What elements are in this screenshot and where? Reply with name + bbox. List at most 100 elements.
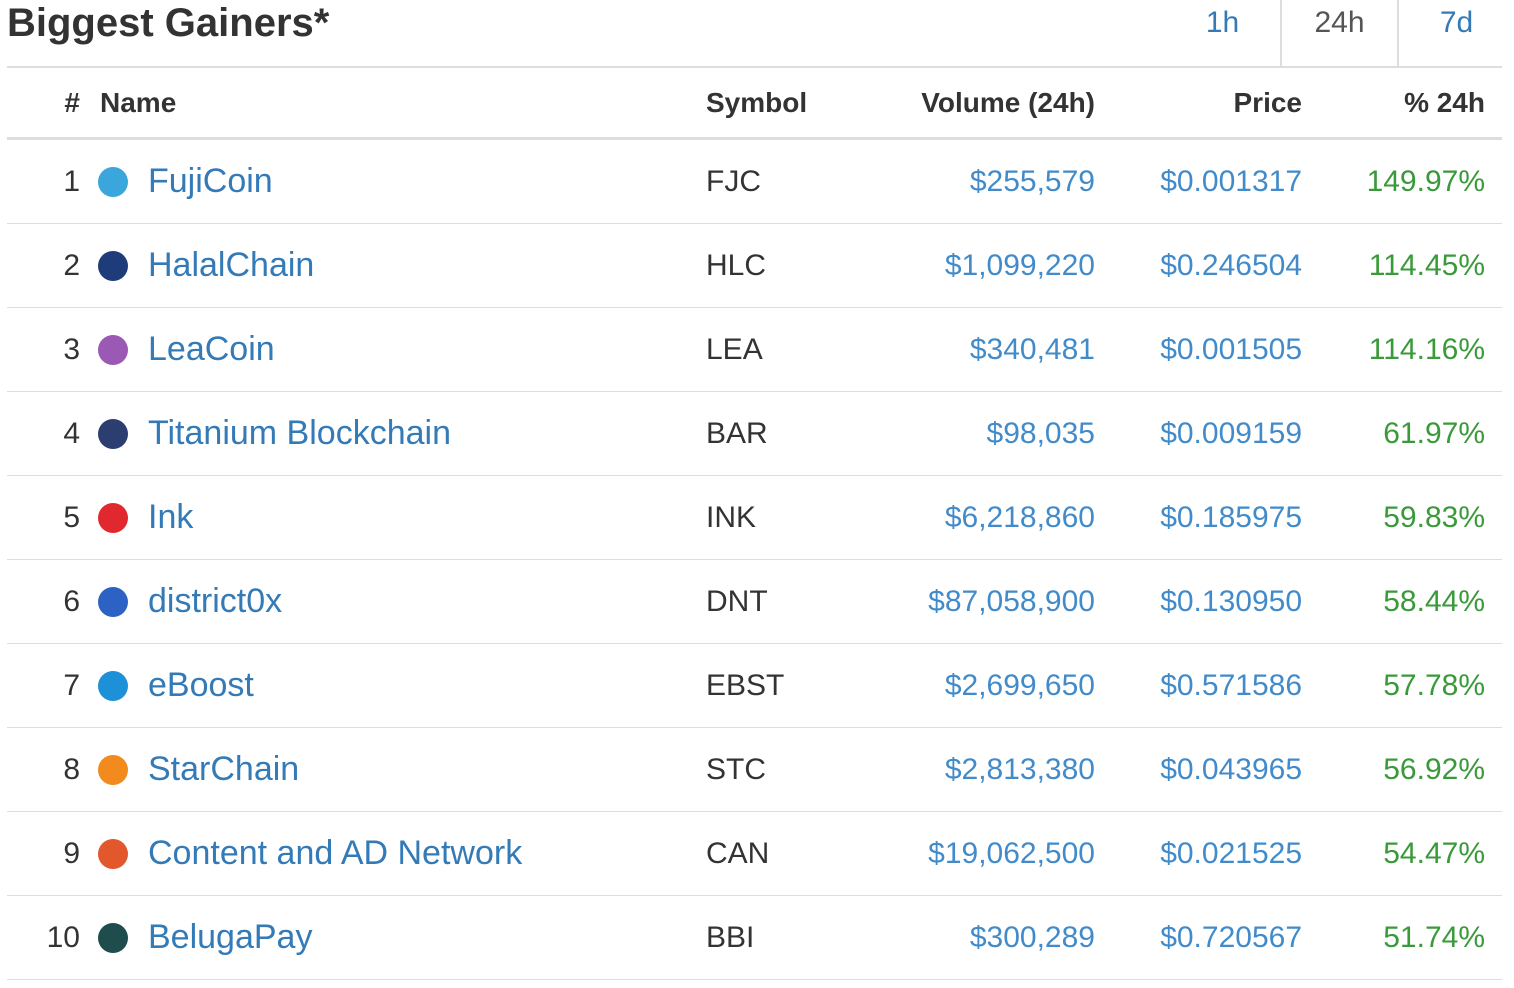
cell: $19,062,500 (870, 811, 1110, 896)
cell: $340,481 (870, 307, 1110, 392)
cell: 8 (7, 727, 94, 812)
tab[interactable]: 7d (1439, 6, 1474, 39)
coin-name[interactable]: FujiCoin (148, 162, 273, 200)
table-body: 1 FujiCoin FJC $255,579 $0.001317 149.97% 2 Hal… (7, 138, 1502, 980)
cell: 3 (7, 307, 94, 392)
cell: $300,289 (870, 895, 1110, 980)
coin-icon (98, 670, 128, 701)
column-header: % 24h (1317, 68, 1502, 140)
cell: FJC (690, 138, 870, 224)
column-header: # (7, 68, 94, 140)
row: 4 Titanium Blockchain BAR $98,035 $0.009159 6… (7, 391, 1502, 476)
cell: $87,058,900 (870, 559, 1110, 644)
cell: INK (690, 475, 870, 560)
cell: $0.009159 (1110, 391, 1317, 476)
cell: BelugaPay (94, 895, 690, 980)
cell: 149.97% (1317, 138, 1502, 224)
coin-name[interactable]: LeaCoin (148, 330, 275, 368)
cell: HLC (690, 223, 870, 308)
title: Biggest Gainers* (7, 1, 330, 45)
cell: $0.130950 (1110, 559, 1317, 644)
coin-name[interactable]: HalalChain (148, 246, 315, 284)
coin-name[interactable]: StarChain (148, 750, 300, 788)
coin-icon (98, 502, 128, 533)
coin-name[interactable]: Content and AD Network (148, 834, 523, 872)
header-row: # Name Symbol Volume (24h) Price% 24h (7, 68, 1502, 140)
cell: $0.571586 (1110, 643, 1317, 728)
cell: $1,099,220 (870, 223, 1110, 308)
tab[interactable]: 24h (1280, 0, 1399, 66)
cell: 56.92% (1317, 727, 1502, 812)
cell: district0x (94, 559, 690, 644)
divider (7, 66, 1502, 68)
row: 5 Ink INK $6,218,860 $0.185975 59.83% (7, 475, 1502, 560)
cell: HalalChain (94, 223, 690, 308)
cell: 6 (7, 559, 94, 644)
cell: $0.246504 (1110, 223, 1317, 308)
row: 8 StarChain STC $2,813,380 $0.043965 56.92% (7, 727, 1502, 812)
cell: FujiCoin (94, 138, 690, 224)
cell: BBI (690, 895, 870, 980)
cell: 57.78% (1317, 643, 1502, 728)
cell: 114.45% (1317, 223, 1502, 308)
cell: LeaCoin (94, 307, 690, 392)
cell: 114.16% (1317, 307, 1502, 392)
cell: 51.74% (1317, 895, 1502, 980)
cell: BAR (690, 391, 870, 476)
coin-name[interactable]: district0x (148, 582, 283, 620)
coin-icon (98, 838, 128, 869)
cell: $0.001505 (1110, 307, 1317, 392)
cell: $2,813,380 (870, 727, 1110, 812)
cell: 61.97% (1317, 391, 1502, 476)
cell: $0.720567 (1110, 895, 1317, 980)
cell: CAN (690, 811, 870, 896)
cell: 58.44% (1317, 559, 1502, 644)
cell: Ink (94, 475, 690, 560)
coin-icon (98, 922, 128, 953)
coin-icon (98, 334, 128, 365)
coin-icon (98, 754, 128, 785)
coin-name[interactable]: eBoost (148, 666, 254, 704)
row: 6 district0x DNT $87,058,900 $0.130950 58.44% (7, 559, 1502, 644)
cell: STC (690, 727, 870, 812)
cell: LEA (690, 307, 870, 392)
column-header: Symbol (690, 68, 870, 140)
row: 9 Content and AD Network CAN $19,062,500 $0.… (7, 811, 1502, 896)
coin-icon (98, 166, 128, 197)
cell: 5 (7, 475, 94, 560)
row: 1 FujiCoin FJC $255,579 $0.001317 149.97% (7, 138, 1502, 224)
cell: Titanium Blockchain (94, 391, 690, 476)
cell: eBoost (94, 643, 690, 728)
cell: 59.83% (1317, 475, 1502, 560)
cell: 2 (7, 223, 94, 308)
coin-name[interactable]: Titanium Blockchain (148, 414, 451, 452)
cell: 7 (7, 643, 94, 728)
gainers-table: # Name Symbol Volume (24h) Price% 24h 1 FujiC… (7, 68, 1502, 980)
cell: $98,035 (870, 391, 1110, 476)
cell: 10 (7, 895, 94, 980)
cell: EBST (690, 643, 870, 728)
cell: $0.043965 (1110, 727, 1317, 812)
cell: $6,218,860 (870, 475, 1110, 560)
cell: $0.021525 (1110, 811, 1317, 896)
cell: $0.001317 (1110, 138, 1317, 224)
row: 10 BelugaPay BBI $300,289 $0.720567 51.74% (7, 895, 1502, 980)
cell: 54.47% (1317, 811, 1502, 896)
coin-icon (98, 250, 128, 281)
coin-icon (98, 586, 128, 617)
cell: $2,699,650 (870, 643, 1110, 728)
cell: 9 (7, 811, 94, 896)
tabs: 1h 24h 7d (1165, 0, 1514, 66)
cell: 1 (7, 138, 94, 224)
cell: $255,579 (870, 138, 1110, 224)
cell: StarChain (94, 727, 690, 812)
row: 3 LeaCoin LEA $340,481 $0.001505 114.16% (7, 307, 1502, 392)
coin-name[interactable]: BelugaPay (148, 918, 313, 956)
column-header: Price (1110, 68, 1317, 140)
column-header: Volume (24h) (870, 68, 1110, 140)
coin-name[interactable]: Ink (148, 498, 194, 536)
coin-icon (98, 418, 128, 449)
row: 2 HalalChain HLC $1,099,220 $0.246504 114.45% (7, 223, 1502, 308)
tab[interactable]: 1h (1205, 6, 1240, 39)
